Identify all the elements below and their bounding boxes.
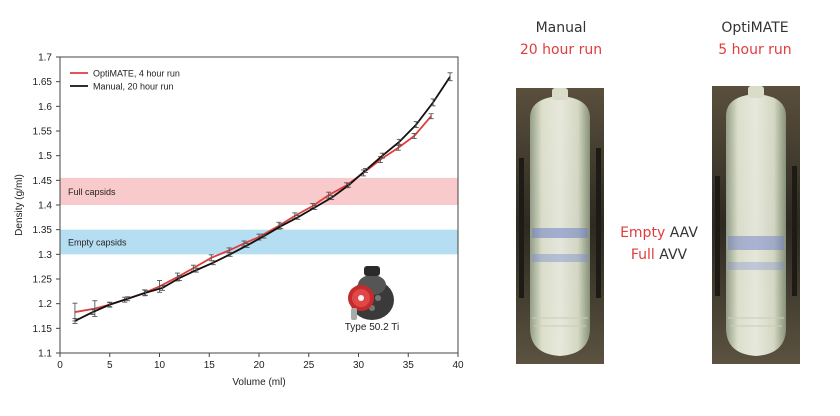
error-bar-1-5 xyxy=(159,284,165,291)
y-tick-label-4: 1.3 xyxy=(38,250,52,261)
error-bar-1-11 xyxy=(261,233,267,239)
error-bar-0-20 xyxy=(411,133,417,139)
error-bar-1-14 xyxy=(312,205,318,210)
x-axis-label: Volume (ml) xyxy=(232,377,285,388)
y-tick-label-5: 1.35 xyxy=(33,225,53,236)
x-tick-label-1: 5 xyxy=(107,360,113,371)
full-avv-line: Full AVV xyxy=(604,244,714,266)
manual-tube-photo xyxy=(516,88,604,364)
error-bar-1-20 xyxy=(413,121,419,128)
error-bar-1-17 xyxy=(362,168,368,173)
error-bar-0-5 xyxy=(157,280,162,293)
error-bar-0-21 xyxy=(428,113,434,120)
error-bar-1-0 xyxy=(72,318,78,324)
full-avv: AVV xyxy=(659,247,688,263)
error-bar-0-19 xyxy=(395,144,401,151)
error-bar-1-15 xyxy=(329,195,335,201)
manual-tube-title: Manual xyxy=(535,20,587,36)
manual-tube-header: Manual 20 hour run xyxy=(501,20,621,58)
band-label-1: Empty capsids xyxy=(68,238,127,248)
y-tick-label-11: 1.65 xyxy=(33,77,53,88)
y-tick-label-3: 1.25 xyxy=(33,275,53,286)
error-bar-1-1 xyxy=(90,309,96,315)
rotor-illustration: Type 50.2 Ti xyxy=(345,266,399,333)
y-tick-label-10: 1.6 xyxy=(38,102,52,113)
optimate-tube-photo xyxy=(712,86,800,364)
manual-tube-run: 20 hour run xyxy=(519,42,603,58)
band-label-0: Full capsids xyxy=(68,187,116,197)
legend-label-0: OptiMATE, 4 hour run xyxy=(93,69,180,79)
error-bar-1-3 xyxy=(125,296,131,302)
full-word: Full xyxy=(630,247,655,263)
x-tick-label-5: 25 xyxy=(303,360,315,371)
error-bar-1-18 xyxy=(379,152,385,159)
error-bar-1-12 xyxy=(278,223,284,230)
x-tick-label-8: 40 xyxy=(452,360,464,371)
band-0 xyxy=(60,177,458,205)
error-bar-1-2 xyxy=(107,302,113,308)
empty-word: Empty xyxy=(620,225,666,241)
legend-label-1: Manual, 20 hour run xyxy=(93,82,174,92)
optimate-tube-title: OptiMATE xyxy=(721,20,789,36)
y-axis-label: Density (g/ml) xyxy=(14,174,25,236)
x-tick-label-6: 30 xyxy=(353,360,365,371)
x-tick-label-4: 20 xyxy=(253,360,265,371)
y-tick-label-9: 1.55 xyxy=(33,127,53,138)
x-tick-label-3: 15 xyxy=(204,360,216,371)
error-bar-1-13 xyxy=(295,214,301,220)
x-tick-label-2: 10 xyxy=(154,360,166,371)
capsid-legend: Empty AAV Full AVV xyxy=(604,222,714,266)
error-bar-1-21 xyxy=(430,98,436,107)
y-tick-label-1: 1.15 xyxy=(33,324,53,335)
y-tick-label-2: 1.2 xyxy=(38,299,52,310)
error-bar-1-4 xyxy=(143,289,149,296)
y-tick-label-12: 1.7 xyxy=(38,53,52,64)
y-tick-label-7: 1.45 xyxy=(33,176,53,187)
optimate-tube-run: 5 hour run xyxy=(718,42,792,58)
y-tick-label-8: 1.5 xyxy=(38,151,52,162)
error-bar-1-19 xyxy=(396,138,402,145)
y-tick-label-0: 1.1 xyxy=(38,349,52,360)
error-bar-1-6 xyxy=(176,275,182,281)
x-tick-label-7: 35 xyxy=(403,360,415,371)
error-bar-1-7 xyxy=(193,267,199,273)
empty-aav: AAV xyxy=(669,225,698,241)
error-bar-1-16 xyxy=(346,182,352,188)
density-chart: Full capsids Empty capsids 0 5 10 15 20 25 30 35… xyxy=(14,53,464,389)
error-bar-0-1 xyxy=(92,300,98,317)
x-tick-label-0: 0 xyxy=(57,360,63,371)
error-bar-1-8 xyxy=(210,260,216,266)
error-bar-1-22 xyxy=(447,72,453,82)
y-tick-label-6: 1.4 xyxy=(38,201,52,212)
empty-aav-line: Empty AAV xyxy=(604,222,714,244)
error-bar-1-9 xyxy=(227,251,233,257)
error-bar-1-10 xyxy=(244,243,250,248)
rotor-label: Type 50.2 Ti xyxy=(345,322,399,333)
optimate-tube-header: OptiMATE 5 hour run xyxy=(695,20,815,58)
